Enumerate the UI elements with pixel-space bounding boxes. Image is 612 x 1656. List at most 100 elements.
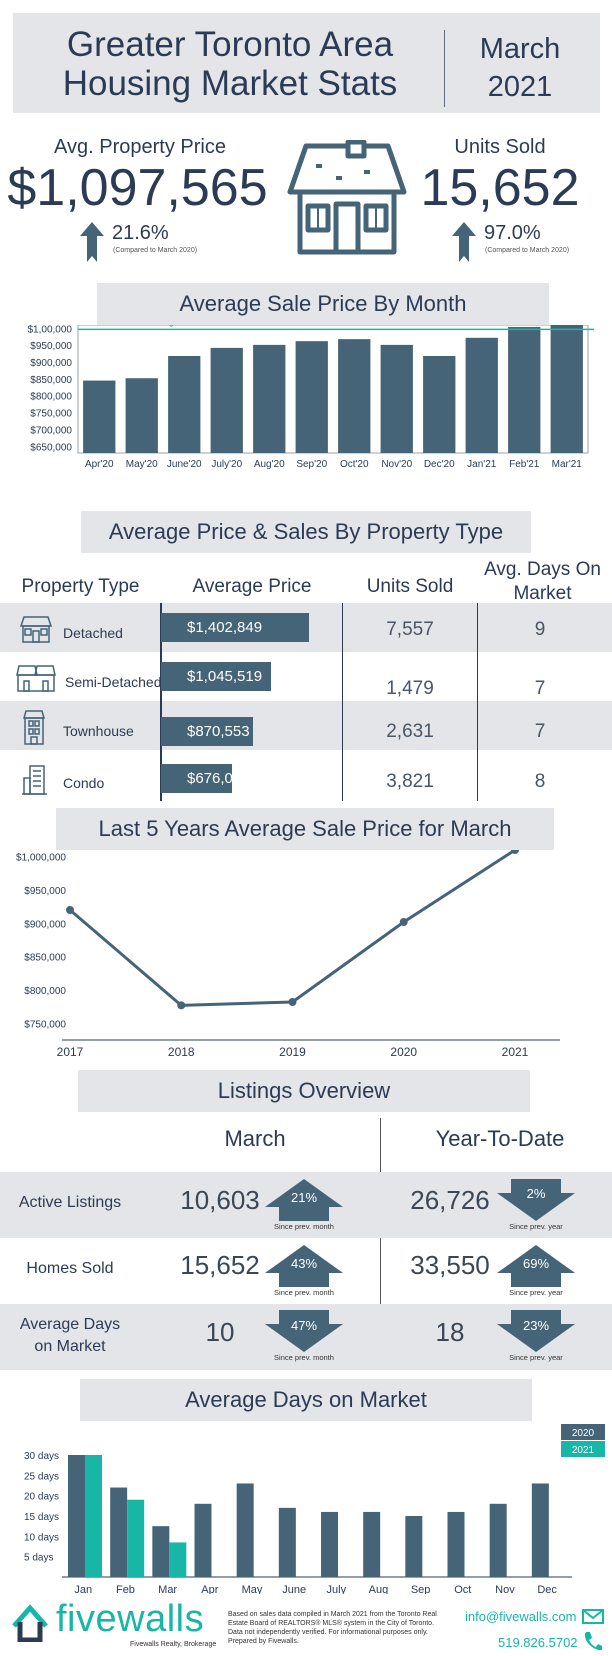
y-tick-label: $750,000 (30, 409, 72, 420)
title-line-2: Housing Market Stats (62, 64, 398, 103)
up-arrow-icon (497, 1245, 575, 1287)
bar-2021 (127, 1499, 145, 1577)
listing-ytd-since: Since prev. year (509, 1288, 563, 1297)
x-tick-label: Dec (537, 1584, 557, 1594)
bar-2020 (363, 1511, 381, 1577)
listing-ytd-since: Since prev. year (509, 1353, 563, 1362)
listings-col-march: March (224, 1126, 286, 1151)
x-tick-label: Aug (369, 1584, 389, 1594)
down-arrow-icon (497, 1179, 575, 1221)
bar (338, 339, 371, 453)
phone-link[interactable]: 519.826.5702 (498, 1635, 578, 1650)
type-name: Semi-Detached (65, 674, 162, 690)
listings-col-ytd: Year-To-Date (435, 1126, 565, 1151)
listing-ytd-value: 18 (435, 1317, 465, 1347)
legend-swatch (561, 1441, 605, 1457)
days-on-market-chart: 5 days 10 days 15 days 20 days 25 days 30 day… (24, 1424, 605, 1594)
y-tick-label: 10 days (24, 1532, 59, 1543)
y-tick-label: $850,000 (30, 375, 72, 386)
x-tick-label: Dec'20 (424, 459, 455, 470)
listing-ytd-pct: 69% (522, 1256, 550, 1271)
bar-2020 (236, 1483, 254, 1577)
units-value: 7,557 (386, 619, 434, 640)
email-link[interactable]: info@fivewalls.com (465, 1609, 577, 1624)
price-bar: $870,553 (161, 717, 253, 746)
listing-ytd-value: 33,550 (410, 1250, 490, 1280)
y-tick-label: $1,00,000 (28, 325, 73, 335)
bar-2020 (447, 1511, 465, 1577)
down-arrow-icon (265, 1310, 343, 1352)
y-tick-label: 20 days (24, 1492, 59, 1503)
col-header-days: Avg. Days On Market (484, 559, 601, 604)
avg-price-value: $1,097,565 (7, 159, 268, 217)
units-value: 1,479 (386, 678, 434, 699)
type-name: Condo (63, 775, 105, 791)
units-sold-compare: (Compared to March 2020) (485, 247, 570, 254)
bar-2020 (405, 1516, 423, 1577)
listing-march-value: 10 (205, 1317, 235, 1347)
x-tick-label: Feb'21 (509, 459, 540, 470)
phone-icon (584, 1632, 602, 1651)
brokerage-name: Fivewalls Realty, Brokerage (130, 1641, 217, 1648)
bar-2020 (489, 1503, 507, 1577)
listing-march-since: Since prev. month (274, 1222, 334, 1231)
x-tick-label: July (327, 1584, 347, 1594)
avg-price-compare: (Compared to March 2020) (113, 247, 198, 254)
series-line (69, 850, 516, 1007)
bar-2020 (531, 1483, 549, 1577)
listing-ytd-pct: 2% (526, 1186, 546, 1201)
x-tick-label: 2017 (57, 1045, 84, 1059)
bar-2020 (321, 1511, 338, 1577)
bar (83, 380, 116, 453)
header-banner (13, 13, 600, 113)
y-tick-label: $950,000 (24, 886, 66, 897)
listing-name-line: Average Days (19, 1316, 121, 1333)
col-divider (477, 603, 478, 801)
report-year: 2021 (487, 71, 553, 103)
x-tick-label: July'20 (211, 459, 242, 470)
listings-divider (380, 1118, 381, 1370)
days-value: 8 (534, 771, 546, 792)
units-sold-value: 15,652 (420, 159, 580, 217)
listing-march-since: Since prev. month (274, 1353, 334, 1362)
price-bar: $1,045,519 (161, 662, 271, 691)
table-row: Semi-Detached $1,045,519 1,479 7 (0, 652, 612, 701)
col-header-price: Average Price (192, 576, 312, 597)
y-tick-label: 5 days (24, 1553, 53, 1564)
y-tick-label: $900,000 (30, 358, 72, 369)
listing-march-pct: 43% (290, 1256, 318, 1271)
data-point (399, 918, 408, 926)
detached-house-icon (20, 616, 52, 643)
x-tick-label: Sep (411, 1584, 431, 1594)
bar (295, 341, 328, 453)
x-tick-label: Apr (201, 1584, 218, 1594)
up-arrow-icon (265, 1245, 343, 1287)
report-period: March 2021 (455, 30, 585, 106)
bar-2020 (152, 1526, 170, 1577)
listing-ytd-value: 26,726 (410, 1185, 490, 1215)
bar (380, 344, 413, 453)
x-tick-label: Mar (158, 1584, 177, 1594)
price-bar: $1,402,849 (161, 613, 309, 642)
bar-2020 (110, 1487, 128, 1577)
table-row: Detached $1,402,849 7,557 9 (0, 603, 612, 652)
legend-swatch (561, 1424, 605, 1440)
y-tick-label: $900,000 (24, 919, 66, 930)
listing-name: Average Days on Market (0, 1314, 140, 1358)
plot-frame (77, 325, 589, 454)
y-tick-label: $650,000 (30, 442, 72, 453)
data-point (177, 1001, 186, 1010)
bar-2020 (278, 1507, 296, 1577)
legend-label: 2020 (572, 1428, 595, 1439)
semi-detached-house-icon (16, 665, 56, 692)
disclaimer: Based on sales data compiled in March 20… (228, 1611, 437, 1645)
row-band (0, 701, 612, 750)
bar-2020 (194, 1503, 212, 1577)
monthly-price-chart: $650,000 $700,000 $750,000 $800,000 $850,000… (28, 325, 594, 470)
x-tick-label: Feb (116, 1584, 135, 1594)
page-title: Greater Toronto Area Housing Market Stat… (30, 25, 430, 103)
x-tick-label: 2020 (390, 1045, 417, 1059)
bar (508, 327, 541, 453)
brand-name: fivewalls (56, 1598, 205, 1640)
listing-ytd-since: Since prev. year (509, 1222, 563, 1231)
